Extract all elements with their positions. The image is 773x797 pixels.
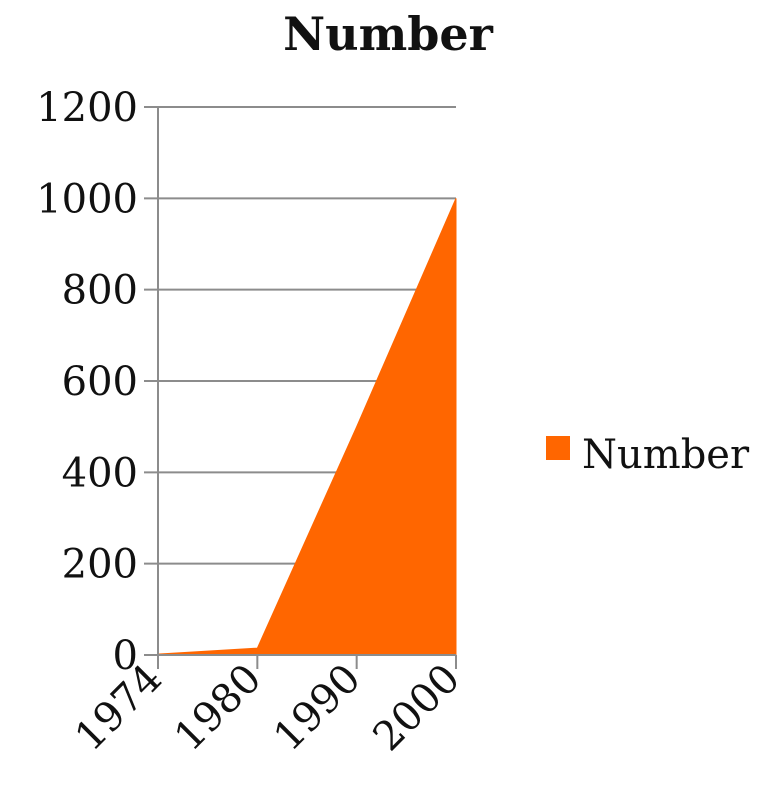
chart-title: Number [283,7,494,61]
legend: Number [546,432,750,478]
plot-area [157,198,457,656]
x-tick-label: 1990 [265,656,370,761]
y-tick-label: 1000 [36,176,138,222]
gridlines [144,106,456,656]
y-tick-label: 400 [62,450,138,496]
y-tick-label: 800 [62,268,138,314]
y-axis-tick-labels: 0 200 400 600 800 1000 1200 [36,85,138,679]
legend-label: Number [582,432,750,478]
y-tick-label: 1200 [36,85,138,131]
axes [157,107,457,669]
x-tick-label: 2000 [365,656,470,761]
y-tick-label: 0 [113,633,138,679]
y-tick-label: 600 [62,359,138,405]
legend-swatch [546,436,570,460]
area-series-1 [157,198,457,656]
y-tick-label: 200 [62,542,138,588]
x-tick-label: 1980 [166,656,271,761]
